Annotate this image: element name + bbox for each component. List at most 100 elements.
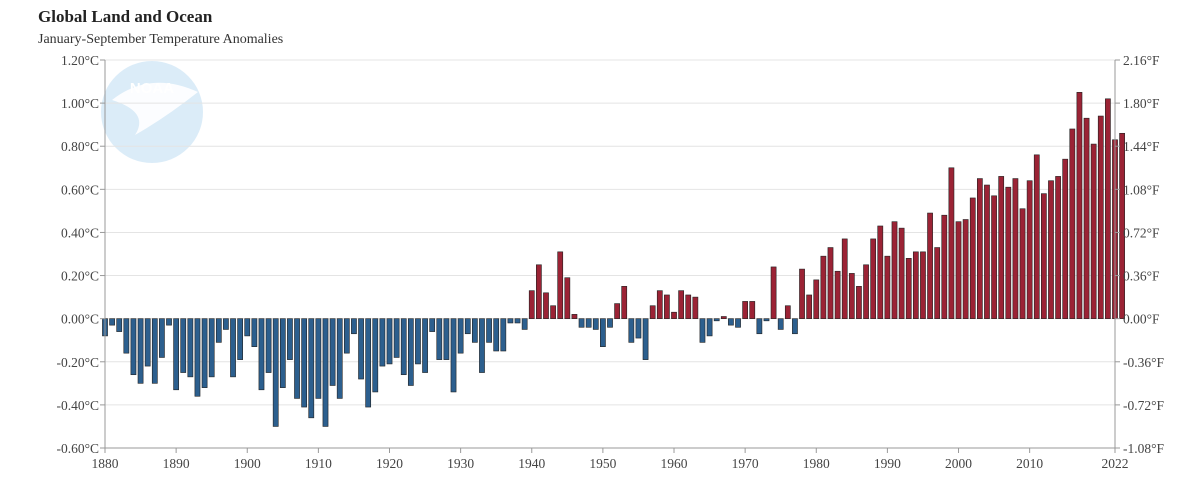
x-tick-label: 2000 <box>945 456 972 471</box>
bar-1911 <box>322 318 329 427</box>
bar-1919 <box>379 318 386 367</box>
chart-title: Global Land and Ocean <box>38 7 213 26</box>
y-tick-label-right: 2.16°F <box>1123 53 1160 68</box>
bar-1946 <box>571 314 578 319</box>
bar-2021 <box>1105 98 1111 319</box>
bar-1922 <box>400 318 407 376</box>
bar-2001 <box>962 219 969 319</box>
bar-1885 <box>137 318 144 384</box>
bar-1964 <box>699 318 706 343</box>
bar-1897 <box>223 318 229 330</box>
bar-2005 <box>991 195 997 319</box>
bar-1907 <box>294 318 300 399</box>
bar-1956 <box>642 318 649 360</box>
x-tick-label: 1880 <box>92 456 119 471</box>
y-tick-label-left: 0.20°C <box>61 269 99 284</box>
y-tick-label-right: -0.36°F <box>1123 355 1165 370</box>
bar-1892 <box>187 318 194 378</box>
bar-1881 <box>109 318 115 326</box>
bar-1997 <box>934 247 941 319</box>
bar-1902 <box>258 318 265 391</box>
bar-1900 <box>244 318 251 337</box>
x-tick-label: 1980 <box>803 456 830 471</box>
bar-1918 <box>372 318 379 393</box>
y-tick-label-left: -0.40°C <box>56 398 99 413</box>
bar-1959 <box>664 294 670 319</box>
x-tick-label: 1970 <box>732 456 759 471</box>
bar-1923 <box>407 318 414 386</box>
bar-1942 <box>543 292 549 319</box>
bar-1947 <box>578 318 585 328</box>
bar-1936 <box>500 318 507 352</box>
bar-1980 <box>813 279 820 319</box>
bar-1895 <box>208 318 215 378</box>
bar-1939 <box>521 318 528 330</box>
bar-1883 <box>123 318 130 354</box>
bar-1909 <box>308 318 315 419</box>
bar-1969 <box>735 318 741 328</box>
bar-1953 <box>621 286 628 319</box>
bar-1916 <box>358 318 364 380</box>
noaa-logo: NOAA <box>101 61 203 163</box>
bar-1910 <box>315 318 322 399</box>
bar-1992 <box>898 227 905 319</box>
bar-1912 <box>329 318 336 386</box>
bar-1971 <box>749 301 756 319</box>
bar-2018 <box>1083 117 1090 319</box>
bar-1999 <box>948 167 955 319</box>
x-tick-label: 1990 <box>874 456 901 471</box>
bar-1990 <box>884 255 891 319</box>
bar-1996 <box>927 212 933 319</box>
bar-1884 <box>130 318 137 376</box>
bar-2020 <box>1097 115 1104 319</box>
bar-1973 <box>763 318 770 322</box>
bar-1932 <box>471 318 478 343</box>
bar-1948 <box>585 318 592 328</box>
bar-2012 <box>1041 193 1047 319</box>
bar-1966 <box>713 318 720 322</box>
bar-1924 <box>415 318 421 365</box>
x-tick-label: 2010 <box>1016 456 1043 471</box>
bar-1938 <box>514 318 521 324</box>
y-tick-label-right: 1.44°F <box>1123 139 1160 154</box>
bar-1898 <box>230 318 236 378</box>
bar-1894 <box>201 318 208 388</box>
bar-1943 <box>550 305 556 319</box>
bar-1975 <box>777 318 784 330</box>
bar-1977 <box>792 318 798 335</box>
bar-1889 <box>166 318 172 326</box>
bar-1905 <box>279 318 286 388</box>
bar-1893 <box>194 318 201 397</box>
bar-1904 <box>272 318 279 427</box>
bar-1908 <box>301 318 308 408</box>
bar-1993 <box>905 258 912 319</box>
bar-1949 <box>592 318 599 330</box>
bars <box>102 92 1125 427</box>
bar-1915 <box>351 318 357 335</box>
noaa-logo-bird <box>112 82 198 135</box>
bar-2016 <box>1069 128 1076 319</box>
bar-1914 <box>343 318 350 354</box>
bar-1937 <box>507 318 514 324</box>
bar-1968 <box>728 318 734 326</box>
bar-1935 <box>493 318 500 352</box>
bar-2000 <box>955 221 962 319</box>
bar-1974 <box>770 266 777 319</box>
bar-1976 <box>784 305 791 319</box>
bar-1941 <box>536 264 542 319</box>
bar-1903 <box>265 318 272 373</box>
x-tick-label: 1920 <box>376 456 403 471</box>
bar-1955 <box>635 318 642 339</box>
bar-1913 <box>336 318 343 399</box>
bar-1944 <box>557 251 564 319</box>
y-tick-label-right: -1.08°F <box>1123 441 1165 456</box>
y-tick-label-left: 0.80°C <box>61 139 99 154</box>
x-tick-label: 1910 <box>305 456 332 471</box>
bar-1917 <box>365 318 372 408</box>
bar-1886 <box>144 318 151 367</box>
y-tick-label-right: 0.36°F <box>1123 269 1160 284</box>
bar-1890 <box>173 318 179 391</box>
bar-2013 <box>1048 180 1054 319</box>
noaa-logo-text: NOAA <box>130 80 174 97</box>
